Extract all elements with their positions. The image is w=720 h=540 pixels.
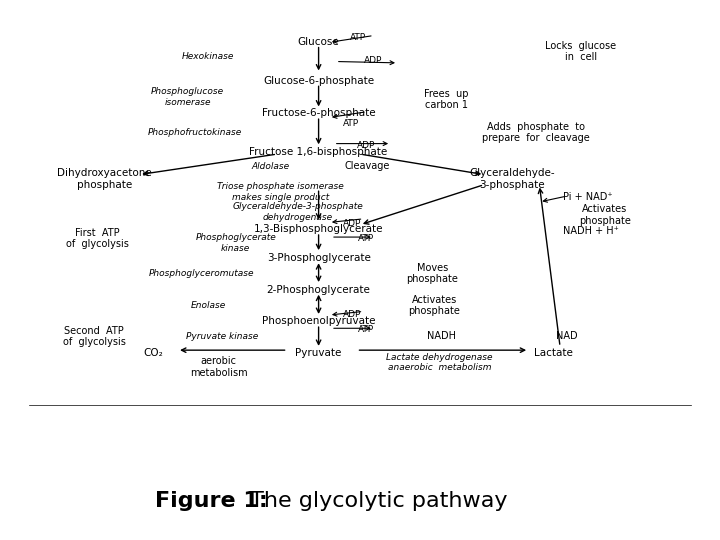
Text: Glucose-6-phosphate: Glucose-6-phosphate — [263, 76, 374, 86]
Text: First  ATP
of  glycolysis: First ATP of glycolysis — [66, 228, 129, 249]
Text: Cleavage: Cleavage — [344, 161, 390, 171]
Text: Fructose 1,6-bisphosphate: Fructose 1,6-bisphosphate — [249, 147, 388, 157]
Text: Aldolase: Aldolase — [251, 162, 289, 171]
Text: ATP: ATP — [358, 325, 374, 334]
Text: Phosphoenolpyruvate: Phosphoenolpyruvate — [262, 316, 375, 327]
Text: Hexokinase: Hexokinase — [182, 51, 235, 60]
Text: Adds  phosphate  to
prepare  for  cleavage: Adds phosphate to prepare for cleavage — [482, 122, 590, 144]
Text: Lactate: Lactate — [534, 348, 572, 359]
Text: Second  ATP
of  glycolysis: Second ATP of glycolysis — [63, 326, 126, 347]
Text: ADP: ADP — [343, 219, 361, 228]
Text: Activates
phosphate: Activates phosphate — [579, 204, 631, 226]
Text: Phosphoglucose
isomerase: Phosphoglucose isomerase — [151, 87, 224, 107]
Text: aerobic
metabolism: aerobic metabolism — [190, 356, 248, 378]
Text: Glyceraldehyde-3-phosphate
dehydrogenase: Glyceraldehyde-3-phosphate dehydrogenase — [233, 202, 364, 222]
Text: Triose phosphate isomerase
makes single product: Triose phosphate isomerase makes single … — [217, 182, 344, 201]
Text: 1,3-Bisphosphoglycerate: 1,3-Bisphosphoglycerate — [254, 224, 383, 234]
Text: NADH + H⁺: NADH + H⁺ — [563, 226, 619, 235]
Text: Pyruvate kinase: Pyruvate kinase — [186, 332, 258, 341]
Text: Phosphoglycerate
kinase: Phosphoglycerate kinase — [195, 233, 276, 253]
Text: Moves
phosphate: Moves phosphate — [407, 263, 459, 285]
Text: 2-Phosphoglycerate: 2-Phosphoglycerate — [266, 285, 371, 294]
Text: ADP: ADP — [343, 310, 361, 319]
Text: Pi + NAD⁺: Pi + NAD⁺ — [563, 192, 613, 202]
Text: Activates
phosphate: Activates phosphate — [408, 295, 461, 316]
Text: CO₂: CO₂ — [143, 348, 163, 359]
Text: Locks  glucose
in  cell: Locks glucose in cell — [545, 40, 616, 62]
Text: Fructose-6-phosphate: Fructose-6-phosphate — [262, 108, 375, 118]
Text: NADH: NADH — [427, 331, 456, 341]
Text: Glucose: Glucose — [298, 37, 339, 48]
Text: NAD: NAD — [556, 331, 578, 341]
Text: ATP: ATP — [350, 33, 366, 42]
Text: ADP: ADP — [364, 56, 382, 65]
Text: 3-Phosphoglycerate: 3-Phosphoglycerate — [266, 253, 371, 262]
Text: Glyceraldehyde-
3-phosphate: Glyceraldehyde- 3-phosphate — [469, 168, 554, 190]
Text: Phosphofructokinase: Phosphofructokinase — [148, 128, 241, 137]
Text: ADP: ADP — [356, 141, 375, 150]
Text: Frees  up
carbon 1: Frees up carbon 1 — [424, 89, 469, 110]
Text: Lactate dehydrogenase
anaerobic  metabolism: Lactate dehydrogenase anaerobic metaboli… — [386, 353, 492, 372]
Text: Phosphoglyceromutase: Phosphoglyceromutase — [148, 269, 254, 278]
Text: Pyruvate: Pyruvate — [295, 348, 342, 359]
Text: The glycolytic pathway: The glycolytic pathway — [243, 491, 508, 511]
Text: Enolase: Enolase — [191, 301, 226, 310]
Text: Dihydroxyacetone
phosphate: Dihydroxyacetone phosphate — [58, 168, 152, 190]
Text: Figure 1:: Figure 1: — [155, 491, 268, 511]
Text: ATP: ATP — [358, 234, 374, 243]
Text: ATP: ATP — [343, 119, 359, 128]
